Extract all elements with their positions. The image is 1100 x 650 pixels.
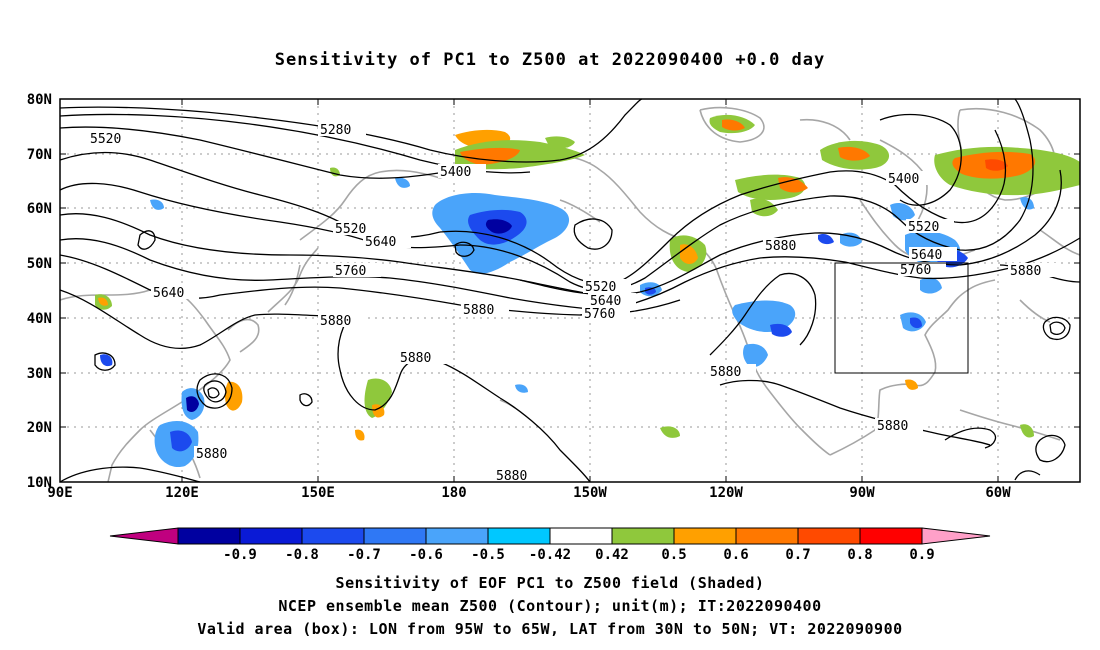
tick-marks (60, 99, 1080, 482)
caption-line-1: Sensitivity of EOF PC1 to Z500 field (Sh… (335, 574, 765, 592)
colorbar-tick-label: -0.7 (347, 547, 381, 563)
colorbar-swatch (425, 527, 489, 545)
contour-label: 5400 (888, 172, 919, 187)
colorbar-tick-label: -0.9 (223, 547, 257, 563)
colorbar-swatch (735, 527, 799, 545)
colorbar-swatch (797, 527, 861, 545)
colorbar-tick-label: -0.8 (285, 547, 319, 563)
lon-label: 90W (849, 485, 875, 501)
contour-label: 5880 (196, 447, 227, 462)
caption-line-2: NCEP ensemble mean Z500 (Contour); unit(… (278, 597, 822, 615)
contour-label: 5880 (400, 351, 431, 366)
colorbar-tick-label: -0.5 (471, 547, 505, 563)
lat-label: 70N (27, 147, 52, 163)
valid-area-box (834, 262, 969, 374)
colorbar-swatch (611, 527, 675, 545)
colorbar-tick-label: -0.42 (529, 547, 571, 563)
contour-label: 5640 (590, 294, 621, 309)
lat-label: 60N (27, 201, 52, 217)
lat-label: 10N (27, 475, 52, 491)
lon-label: 150W (573, 485, 607, 501)
contour-label: 5760 (900, 263, 931, 278)
contour-label: 5640 (911, 248, 942, 263)
contour-label: 5880 (463, 303, 494, 318)
colorbar-tick-label: 0.6 (723, 547, 748, 563)
colorbar-swatch (673, 527, 737, 545)
colorbar-swatch (239, 527, 303, 545)
contour-label: 5880 (1010, 264, 1041, 279)
colorbar-swatch (549, 527, 613, 545)
longitude-labels: 90E 120E 150E 180 150W 120W 90W 60W (47, 485, 1011, 501)
contour-label: 5880 (496, 469, 527, 484)
contour-label: 5640 (365, 235, 396, 250)
colorbar-end-high (921, 527, 991, 545)
colorbar-tick-label: -0.6 (409, 547, 443, 563)
caption-line-3: Valid area (box): LON from 95W to 65W, L… (197, 620, 903, 638)
lon-label: 120W (709, 485, 743, 501)
contour-labels: 5280 5520 5400 5520 5640 5760 5640 5880 … (88, 122, 1056, 484)
lon-label: 180 (441, 485, 466, 501)
colorbar-swatch (487, 527, 551, 545)
colorbar-tick-label: 0.8 (847, 547, 872, 563)
contour-label: 5760 (335, 264, 366, 279)
contour-label: 5880 (710, 365, 741, 380)
colorbar-tick-label: 0.7 (785, 547, 810, 563)
contour-label: 5880 (877, 419, 908, 434)
lat-label: 40N (27, 311, 52, 327)
contour-label: 5520 (335, 222, 366, 237)
lon-label: 120E (165, 485, 199, 501)
lat-label: 20N (27, 420, 52, 436)
map-frame (59, 98, 1081, 483)
colorbar-swatch (363, 527, 427, 545)
colorbar-end-low (109, 527, 179, 545)
contour-label: 5520 (908, 220, 939, 235)
contour-label: 5880 (765, 239, 796, 254)
lat-label: 30N (27, 366, 52, 382)
lon-label: 90E (47, 485, 72, 501)
colorbar-tick-label: 0.5 (661, 547, 686, 563)
lon-label: 150E (301, 485, 335, 501)
contour-label: 5280 (320, 123, 351, 138)
shaded-sensitivity (95, 114, 1080, 468)
contour-label: 5640 (153, 286, 184, 301)
contour-label: 5400 (440, 165, 471, 180)
colorbar-tick-label: 0.42 (595, 547, 629, 563)
contour-label: 5520 (585, 280, 616, 295)
contour-label: 5760 (584, 307, 615, 322)
colorbar-swatch (177, 527, 241, 545)
colorbar-swatch (301, 527, 365, 545)
lon-label: 60W (985, 485, 1011, 501)
colorbar: -0.9 -0.8 -0.7 -0.6 -0.5 -0.42 0.42 0.5 0.6 0.7 0.… (109, 527, 991, 563)
lat-label: 50N (27, 256, 52, 272)
colorbar-swatch (859, 527, 923, 545)
latitude-labels: 80N 70N 60N 50N 40N 30N 20N 10N (27, 92, 52, 491)
lat-label: 80N (27, 92, 52, 108)
contour-label: 5520 (90, 132, 121, 147)
contour-label: 5880 (320, 314, 351, 329)
colorbar-tick-label: 0.9 (909, 547, 934, 563)
map-title: Sensitivity of PC1 to Z500 at 2022090400… (274, 50, 826, 70)
